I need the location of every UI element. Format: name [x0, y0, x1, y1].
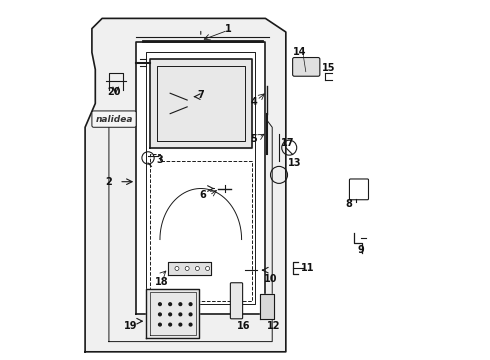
Circle shape — [179, 323, 182, 326]
Circle shape — [196, 266, 199, 270]
Circle shape — [159, 303, 161, 306]
Text: 14: 14 — [293, 48, 306, 58]
Circle shape — [185, 266, 189, 270]
Circle shape — [159, 313, 161, 316]
Text: 7: 7 — [197, 90, 204, 100]
Circle shape — [159, 323, 161, 326]
Circle shape — [189, 303, 192, 306]
Text: 20: 20 — [107, 86, 121, 96]
Text: 16: 16 — [237, 321, 250, 331]
Text: 15: 15 — [321, 63, 335, 73]
Circle shape — [205, 266, 210, 270]
FancyBboxPatch shape — [230, 283, 243, 319]
Text: 18: 18 — [155, 277, 169, 287]
Text: 1: 1 — [224, 24, 231, 33]
Text: 17: 17 — [281, 138, 294, 148]
Polygon shape — [260, 294, 274, 319]
Text: 8: 8 — [345, 199, 352, 209]
Text: 19: 19 — [124, 321, 138, 331]
Polygon shape — [147, 289, 199, 338]
Circle shape — [169, 323, 171, 326]
Text: 12: 12 — [267, 321, 281, 331]
Text: nalidea: nalidea — [95, 114, 133, 123]
Polygon shape — [150, 59, 252, 148]
Polygon shape — [85, 18, 286, 352]
Text: 4: 4 — [250, 97, 257, 107]
Polygon shape — [169, 262, 211, 275]
Circle shape — [179, 303, 182, 306]
Circle shape — [175, 266, 179, 270]
FancyBboxPatch shape — [293, 58, 320, 76]
Text: 5: 5 — [250, 134, 257, 144]
Circle shape — [189, 313, 192, 316]
Text: 13: 13 — [288, 158, 301, 168]
Circle shape — [169, 303, 171, 306]
Text: 6: 6 — [199, 190, 206, 200]
Circle shape — [179, 313, 182, 316]
FancyBboxPatch shape — [92, 111, 136, 127]
Text: 3: 3 — [157, 154, 163, 165]
Circle shape — [169, 313, 171, 316]
Polygon shape — [136, 42, 266, 314]
Text: 10: 10 — [264, 274, 277, 284]
Circle shape — [189, 323, 192, 326]
Text: 11: 11 — [301, 264, 315, 274]
Text: 9: 9 — [357, 245, 364, 255]
Text: 2: 2 — [105, 177, 112, 187]
